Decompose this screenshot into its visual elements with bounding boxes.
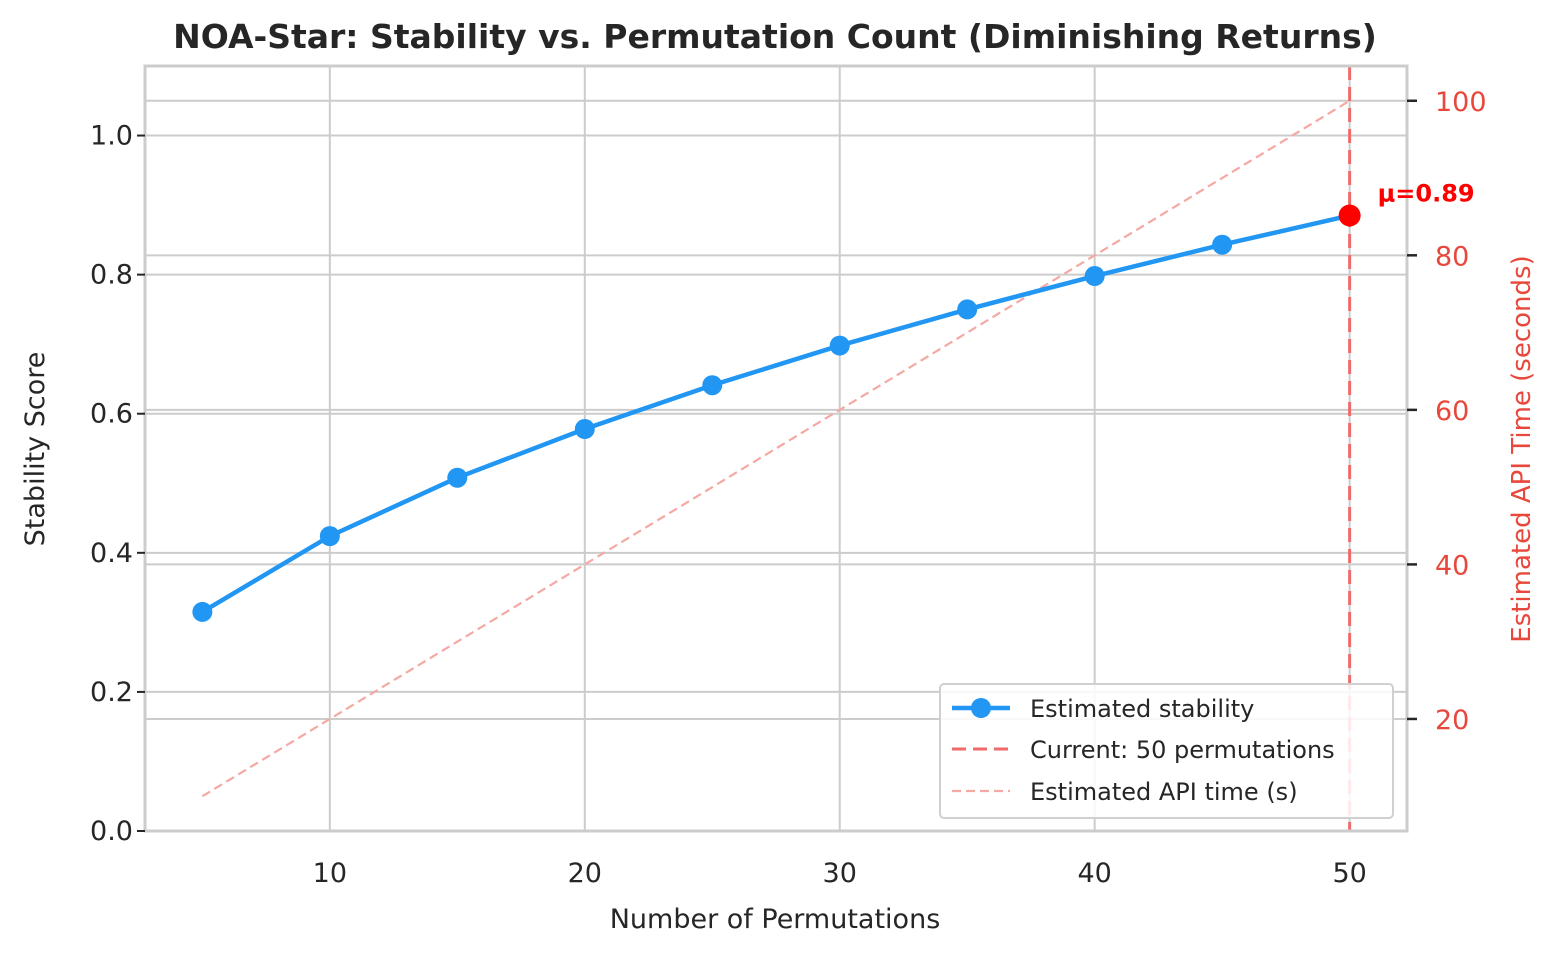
x-tick-label: 20 [568,858,602,889]
stability-point [447,467,468,488]
stability-point [1212,234,1233,255]
legend-marker-stability [971,698,991,718]
y-tick-label: 0.6 [90,399,133,430]
stability-point [319,526,340,547]
stability-point [574,419,595,440]
stability-point [1084,266,1105,287]
y2-tick-label: 20 [1435,705,1469,736]
x-tick-label: 30 [823,858,857,889]
y-tick-label: 0.4 [90,538,133,569]
legend-box [939,683,1394,819]
highlight-annotation: μ=0.89 [1378,180,1475,208]
series-layer [192,66,1361,831]
stability-line [201,213,1351,614]
legend: Estimated stability Current: 50 permutati… [939,683,1394,819]
y2-axis-title: Estimated API Time (seconds) [1507,255,1537,642]
highlight-point [1338,204,1361,227]
stability-point [957,299,978,320]
legend-label: Estimated API time (s) [1030,778,1298,806]
y2-tick-label: 60 [1435,396,1469,427]
plot-frame [143,64,1409,833]
stability-point [192,601,213,622]
legend-label: Current: 50 permutations [1030,736,1335,764]
right-axis-grid [145,99,1407,720]
stability-point [829,335,850,356]
axes-frame [143,64,1409,833]
tick-labels: 0.0 0.2 0.4 0.6 0.8 1.0 10 20 30 40 50 20 40 60 80 100 [90,87,1487,889]
legend-label: Estimated stability [1030,695,1254,723]
y2-tick-label: 40 [1435,550,1469,581]
y-tick-label: 0.8 [90,260,133,291]
stability-point [702,375,723,396]
y-tick-label: 0.2 [90,677,133,708]
x-tick-label: 10 [313,858,347,889]
y-axis-title: Stability Score [20,352,51,547]
chart-title: NOA-Star: Stability vs. Permutation Coun… [173,17,1377,56]
y2-tick-label: 100 [1435,87,1487,118]
x-tick-label: 40 [1078,858,1112,889]
y-tick-label: 0.0 [90,816,133,847]
y2-tick-label: 80 [1435,241,1469,272]
y-tick-label: 1.0 [90,121,133,152]
x-axis-title: Number of Permutations [610,904,941,935]
x-tick-label: 50 [1332,858,1366,889]
